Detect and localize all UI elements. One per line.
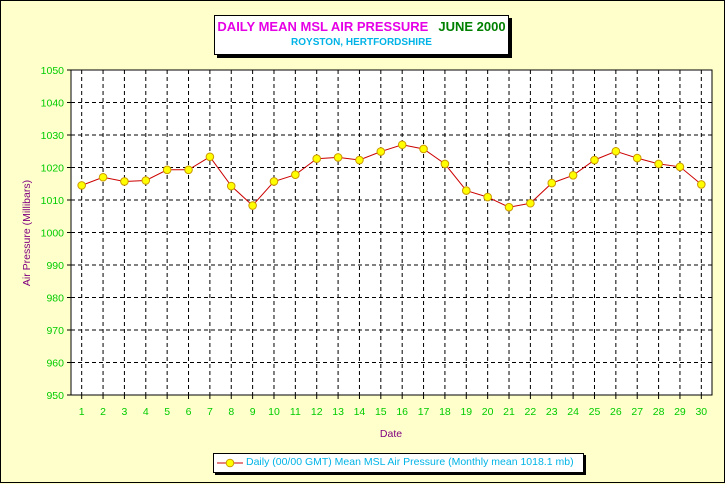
data-point: [77, 181, 86, 190]
x-tick-label: 10: [268, 406, 280, 418]
data-point: [184, 165, 193, 175]
data-point: [397, 140, 407, 150]
data-point: [697, 180, 706, 189]
x-tick-label: 29: [674, 406, 686, 418]
data-point: [568, 171, 578, 180]
x-tick-label: 9: [250, 406, 256, 418]
data-point: [141, 176, 151, 185]
y-tick-label: 970: [46, 325, 64, 337]
x-tick-labels: 1 2 3 4 5 6 7 8 9 10 11 12 13 14 15 16 17 18 19 20 21 22 23 24 2…: [79, 395, 707, 418]
x-tick-label: 14: [354, 406, 366, 418]
x-tick-label: 5: [164, 406, 170, 418]
x-tick-label: 20: [482, 406, 494, 418]
x-tick-label: 19: [460, 406, 472, 418]
x-tick-label: 28: [653, 406, 665, 418]
x-tick-label: 23: [546, 406, 558, 418]
y-tick-label: 1030: [41, 130, 65, 142]
chart-title-line: DAILY MEAN MSL AIR PRESSURE JUNE 2000: [215, 19, 508, 34]
data-point: [355, 155, 364, 165]
x-tick-label: 21: [503, 406, 515, 418]
series-markers: [77, 140, 706, 212]
x-tick-label: 11: [290, 406, 301, 418]
legend: Daily (00/00 GMT) Mean MSL Air Pressure …: [213, 453, 584, 473]
y-tick-label: 1000: [41, 228, 65, 240]
data-point: [312, 154, 322, 164]
y-tick-labels: 950 960 970 980 990 1000 1010 1020 1030 1040 1050: [41, 65, 71, 402]
x-tick-label: 16: [396, 406, 408, 418]
x-axis-label: Date: [380, 428, 402, 440]
legend-entry: Daily (00/00 GMT) Mean MSL Air Pressure …: [246, 456, 574, 468]
data-point: [291, 170, 300, 179]
data-point: [675, 162, 685, 172]
y-tick-label: 1050: [41, 65, 65, 77]
data-point: [226, 181, 236, 191]
y-tick-label: 980: [46, 293, 64, 305]
x-tick-label: 13: [332, 406, 344, 418]
x-tick-label: 1: [79, 406, 85, 418]
y-tick-label: 960: [46, 358, 64, 370]
y-tick-label: 950: [46, 390, 64, 402]
data-point: [654, 159, 663, 169]
x-tick-label: 17: [418, 406, 430, 418]
data-point: [461, 186, 471, 195]
x-tick-label: 22: [525, 406, 537, 418]
data-point: [547, 178, 557, 188]
data-point: [526, 198, 535, 208]
x-tick-label: 3: [121, 406, 127, 418]
chart-title-month: JUNE 2000: [438, 19, 506, 34]
data-point: [120, 177, 129, 186]
x-tick-label: 30: [695, 406, 707, 418]
data-point: [483, 192, 492, 202]
x-tick-label: 8: [228, 406, 234, 418]
x-tick-label: 2: [100, 406, 106, 418]
data-point: [162, 165, 172, 175]
data-point: [376, 147, 386, 156]
data-point: [440, 159, 450, 169]
gridlines: [70, 69, 713, 396]
y-tick-label: 1010: [41, 195, 65, 207]
legend-swatch: [217, 458, 243, 468]
data-point: [590, 155, 599, 165]
x-tick-label: 12: [311, 406, 323, 418]
x-tick-label: 6: [186, 406, 192, 418]
data-point: [632, 153, 642, 163]
title-box: DAILY MEAN MSL AIR PRESSURE JUNE 2000 ROY…: [214, 15, 509, 55]
x-tick-label: 7: [207, 406, 213, 418]
y-tick-label: 1020: [41, 163, 65, 175]
y-tick-label: 990: [46, 260, 64, 272]
x-tick-label: 18: [439, 406, 451, 418]
data-point: [419, 144, 428, 154]
data-point: [269, 177, 279, 186]
x-tick-label: 15: [375, 406, 387, 418]
x-tick-label: 26: [610, 406, 622, 418]
x-tick-label: 27: [631, 406, 643, 418]
x-tick-label: 24: [567, 406, 579, 418]
data-point: [98, 172, 108, 182]
data-point: [333, 153, 343, 162]
x-tick-label: 4: [143, 406, 149, 418]
y-tick-label: 1040: [41, 98, 65, 110]
y-axis-label: Air Pressure (Millibars): [21, 180, 33, 286]
data-point: [504, 202, 514, 212]
data-point: [248, 201, 257, 210]
data-point: [611, 146, 621, 156]
chart-title: DAILY MEAN MSL AIR PRESSURE: [217, 19, 429, 34]
data-point: [205, 152, 215, 162]
chart-subtitle: ROYSTON, HERTFORDSHIRE: [291, 37, 432, 48]
x-tick-label: 25: [589, 406, 601, 418]
